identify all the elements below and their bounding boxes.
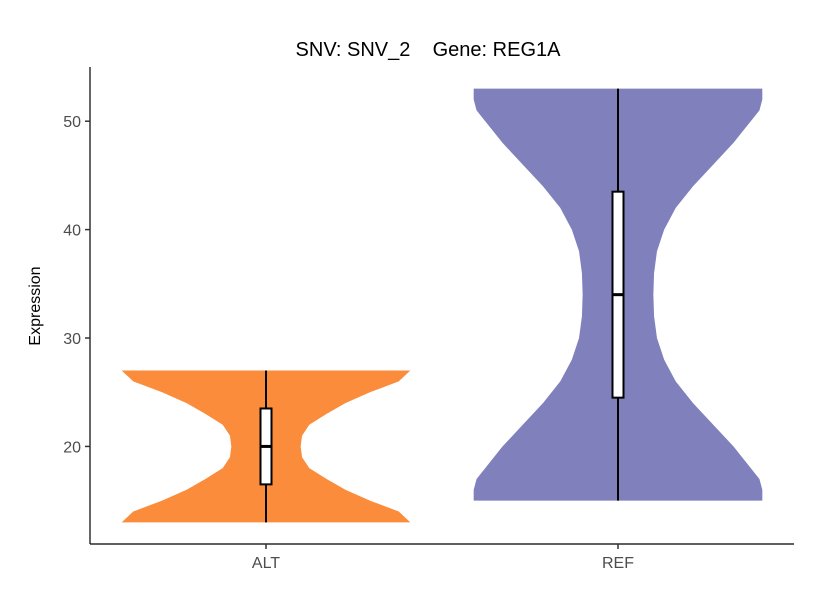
y-axis-title: Expression [27, 266, 44, 345]
boxplots-layer [259, 88, 625, 523]
y-tick-label: 30 [63, 331, 81, 348]
x-ticks: ALT REF [252, 544, 634, 572]
y-tick-label: 50 [63, 114, 81, 131]
y-ticks: 20 30 40 50 [63, 114, 90, 456]
chart-title: SNV: SNV_2 Gene: REG1A [296, 39, 562, 61]
y-tick-label: 40 [63, 223, 81, 240]
y-tick-label: 20 [63, 439, 81, 456]
x-tick-label: ALT [252, 555, 280, 572]
violins-layer [121, 88, 763, 523]
x-tick-label: REF [602, 555, 634, 572]
